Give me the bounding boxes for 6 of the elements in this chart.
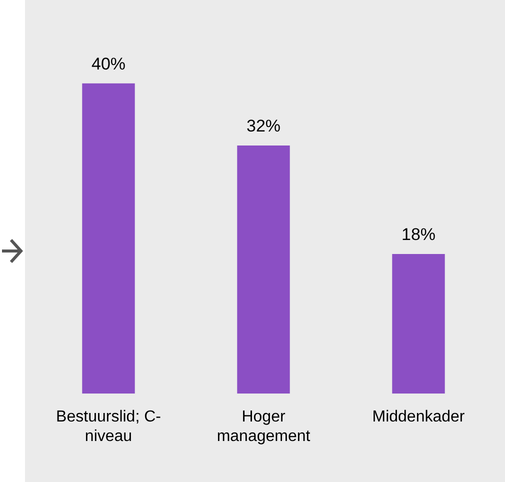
x-tick-label: Middenkader — [372, 408, 466, 426]
x-tick-label: Hoger management — [216, 408, 311, 445]
data-label: 18% — [401, 225, 436, 244]
data-label: 40% — [91, 54, 126, 74]
data-label: 32% — [246, 116, 281, 136]
x-tick-label: Bestuurslid; C-niveau — [56, 408, 161, 445]
